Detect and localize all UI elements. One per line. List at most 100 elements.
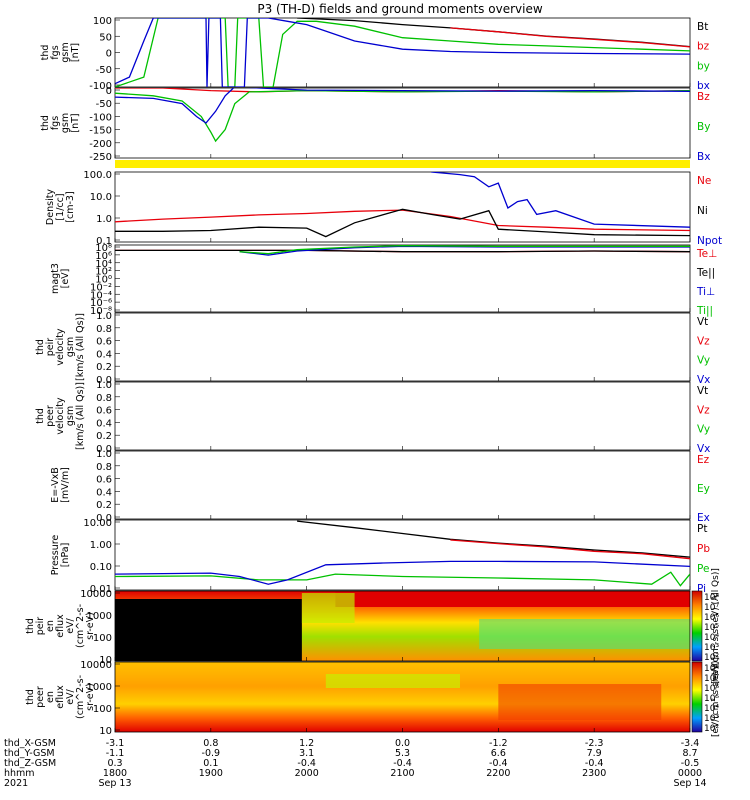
y-axis-label-line: [nPa]	[60, 543, 71, 568]
legend-entry: Te⊥	[696, 248, 717, 260]
series-ti-line	[239, 245, 690, 255]
y-axis-label-line: [1/cc]	[55, 193, 66, 220]
y-axis-label-line: magt3	[50, 263, 61, 294]
y-tick-label: 100	[93, 704, 112, 715]
colorbar-tick: 10⁶	[704, 613, 719, 623]
series-by-line	[115, 89, 690, 143]
panel-frame	[114, 312, 691, 382]
x-axis-row-label: thd_Y-GSM	[4, 748, 55, 759]
y-tick-label: 0.8	[96, 393, 112, 404]
series-pe-line	[115, 571, 690, 587]
colorbar-tick: 10⁸	[704, 664, 719, 674]
no-data-region	[115, 599, 302, 661]
legend-entry: Pt	[697, 523, 707, 535]
y-axis-label-line: [km/s (All Qs)]	[75, 313, 86, 381]
colorbar-tick: 10⁵	[704, 694, 719, 704]
panel-pressure: 10.00 1.00 0.10 0.01 Pressure [nPa] Pt Pb Pe Pi	[50, 518, 710, 595]
y-tick-label: 10⁻²	[90, 282, 112, 293]
legend-entry: bx	[697, 80, 710, 92]
y-tick-label: 10⁶	[95, 251, 112, 262]
y-axis-label-line: peer	[35, 686, 46, 708]
y-axis-label-line: eV/	[65, 617, 76, 633]
x-axis-value: 6.6	[491, 748, 506, 759]
colorbar-tick: 10⁷	[704, 603, 719, 613]
y-axis-label-line: thd	[40, 115, 51, 131]
y-tick-label: 10⁻⁶	[90, 298, 112, 309]
legend-entry: Ex	[697, 512, 710, 524]
y-axis-label-line: peer	[45, 405, 56, 427]
y-axis-label: thd fgs gsm [nT]	[40, 113, 81, 133]
series-npot-line	[431, 172, 690, 228]
colorbar-tick: 10⁸	[704, 593, 719, 603]
y-tick-label: -50	[96, 99, 112, 110]
y-tick-label: -250	[89, 152, 112, 163]
legend-entry: Vx	[697, 443, 710, 455]
legend-entry: Ti⊥	[696, 286, 715, 298]
x-axis-value: -0.4	[297, 758, 316, 769]
x-axis-value: 2200	[486, 768, 510, 779]
panel-frame	[114, 244, 691, 313]
series-pi-line	[115, 560, 690, 585]
y-axis-label-line: [nT]	[70, 43, 81, 62]
plot-title: P3 (TH-D) fields and ground moments over…	[257, 2, 542, 16]
legend-entry: Vt	[697, 316, 708, 328]
y-axis-label-line: (cm^2-s-	[75, 675, 86, 719]
y-axis-label-line: sr-eV)	[85, 612, 96, 640]
y-tick-label: -100	[89, 81, 112, 92]
x-axis-value: 1900	[199, 768, 223, 779]
spectrogram-band	[301, 593, 355, 623]
x-axis-value: 0.8	[203, 738, 218, 749]
y-tick-label: 10	[99, 655, 112, 666]
x-axis-value: Sep 14	[673, 778, 706, 789]
y-tick-label: 10⁰	[95, 275, 112, 286]
x-axis-value: 2000	[295, 768, 319, 779]
colorbar-tick: 10³	[704, 643, 719, 653]
x-axis-row-label: thd_X-GSM	[4, 738, 56, 749]
series-ne-line	[115, 209, 690, 232]
y-tick-label: 10	[99, 726, 112, 737]
legend-entry: Bx	[697, 151, 710, 163]
y-tick-label: 0.2	[96, 431, 112, 442]
panel-fgs-gsm-detail: 0 -50 -100 -150 -200 -250 thd fgs gsm [nT] Bz By Bx	[40, 86, 710, 163]
x-axis-value: 1800	[103, 768, 127, 779]
series-bz-line	[450, 27, 690, 48]
panel-density: 100.0 10.0 1.0 0.1 Density [1/cc] [cm-3] Ne Ni Np…	[45, 170, 722, 247]
series-pt-line	[297, 520, 690, 558]
y-axis-label-line: thd	[35, 408, 46, 424]
colorbar-tick: 10⁴	[704, 704, 719, 714]
y-axis-label-line: en	[45, 620, 56, 632]
legend-entry: Bz	[697, 91, 710, 103]
y-tick-label: 0.0	[96, 513, 112, 524]
y-axis-label-line: gsm	[60, 113, 71, 133]
y-tick-label: 1.0	[96, 380, 112, 391]
legend-entry: Ti||	[696, 305, 713, 317]
legend-entry: By	[697, 121, 710, 133]
y-tick-label: 0.8	[96, 462, 112, 473]
y-axis-label-line: (cm^2-s-	[75, 604, 86, 648]
x-axis-value: -0.9	[202, 748, 221, 759]
legend-entry: Ni	[697, 205, 708, 217]
y-tick-label: 0.10	[90, 562, 112, 573]
y-tick-label: 0.4	[96, 487, 112, 498]
y-axis-label-line: gsm	[65, 337, 76, 357]
x-axis-value: -0.4	[585, 758, 604, 769]
legend-entry: Vy	[697, 424, 710, 436]
y-axis-label-line: fgs	[50, 116, 61, 130]
panel-fgs-gsm: 100 50 0 -50 -100 thd fgs gsm [nT] Bt bz by bx	[40, 16, 710, 92]
panel-frame	[114, 450, 691, 520]
panel-frame	[114, 87, 691, 159]
x-axis-value: -3.1	[106, 738, 125, 749]
y-axis-label-line: [km/s (All Qs)]	[75, 382, 86, 450]
y-axis-label-line: eflux	[55, 685, 66, 709]
y-tick-label: 50	[99, 32, 112, 43]
y-tick-label: 100	[93, 633, 112, 644]
series-by-line	[115, 18, 690, 87]
y-tick-label: 10000	[80, 660, 112, 671]
legend-entry: Vx	[697, 374, 710, 386]
colorbar-scale	[691, 590, 703, 662]
x-axis-value: 7.9	[587, 748, 602, 759]
y-tick-label: 0.01	[90, 584, 112, 595]
y-tick-label: 1000	[87, 682, 112, 693]
colorbar-label: [eV/(cm²-s-sr-eV) (All Qs)]	[711, 568, 721, 684]
